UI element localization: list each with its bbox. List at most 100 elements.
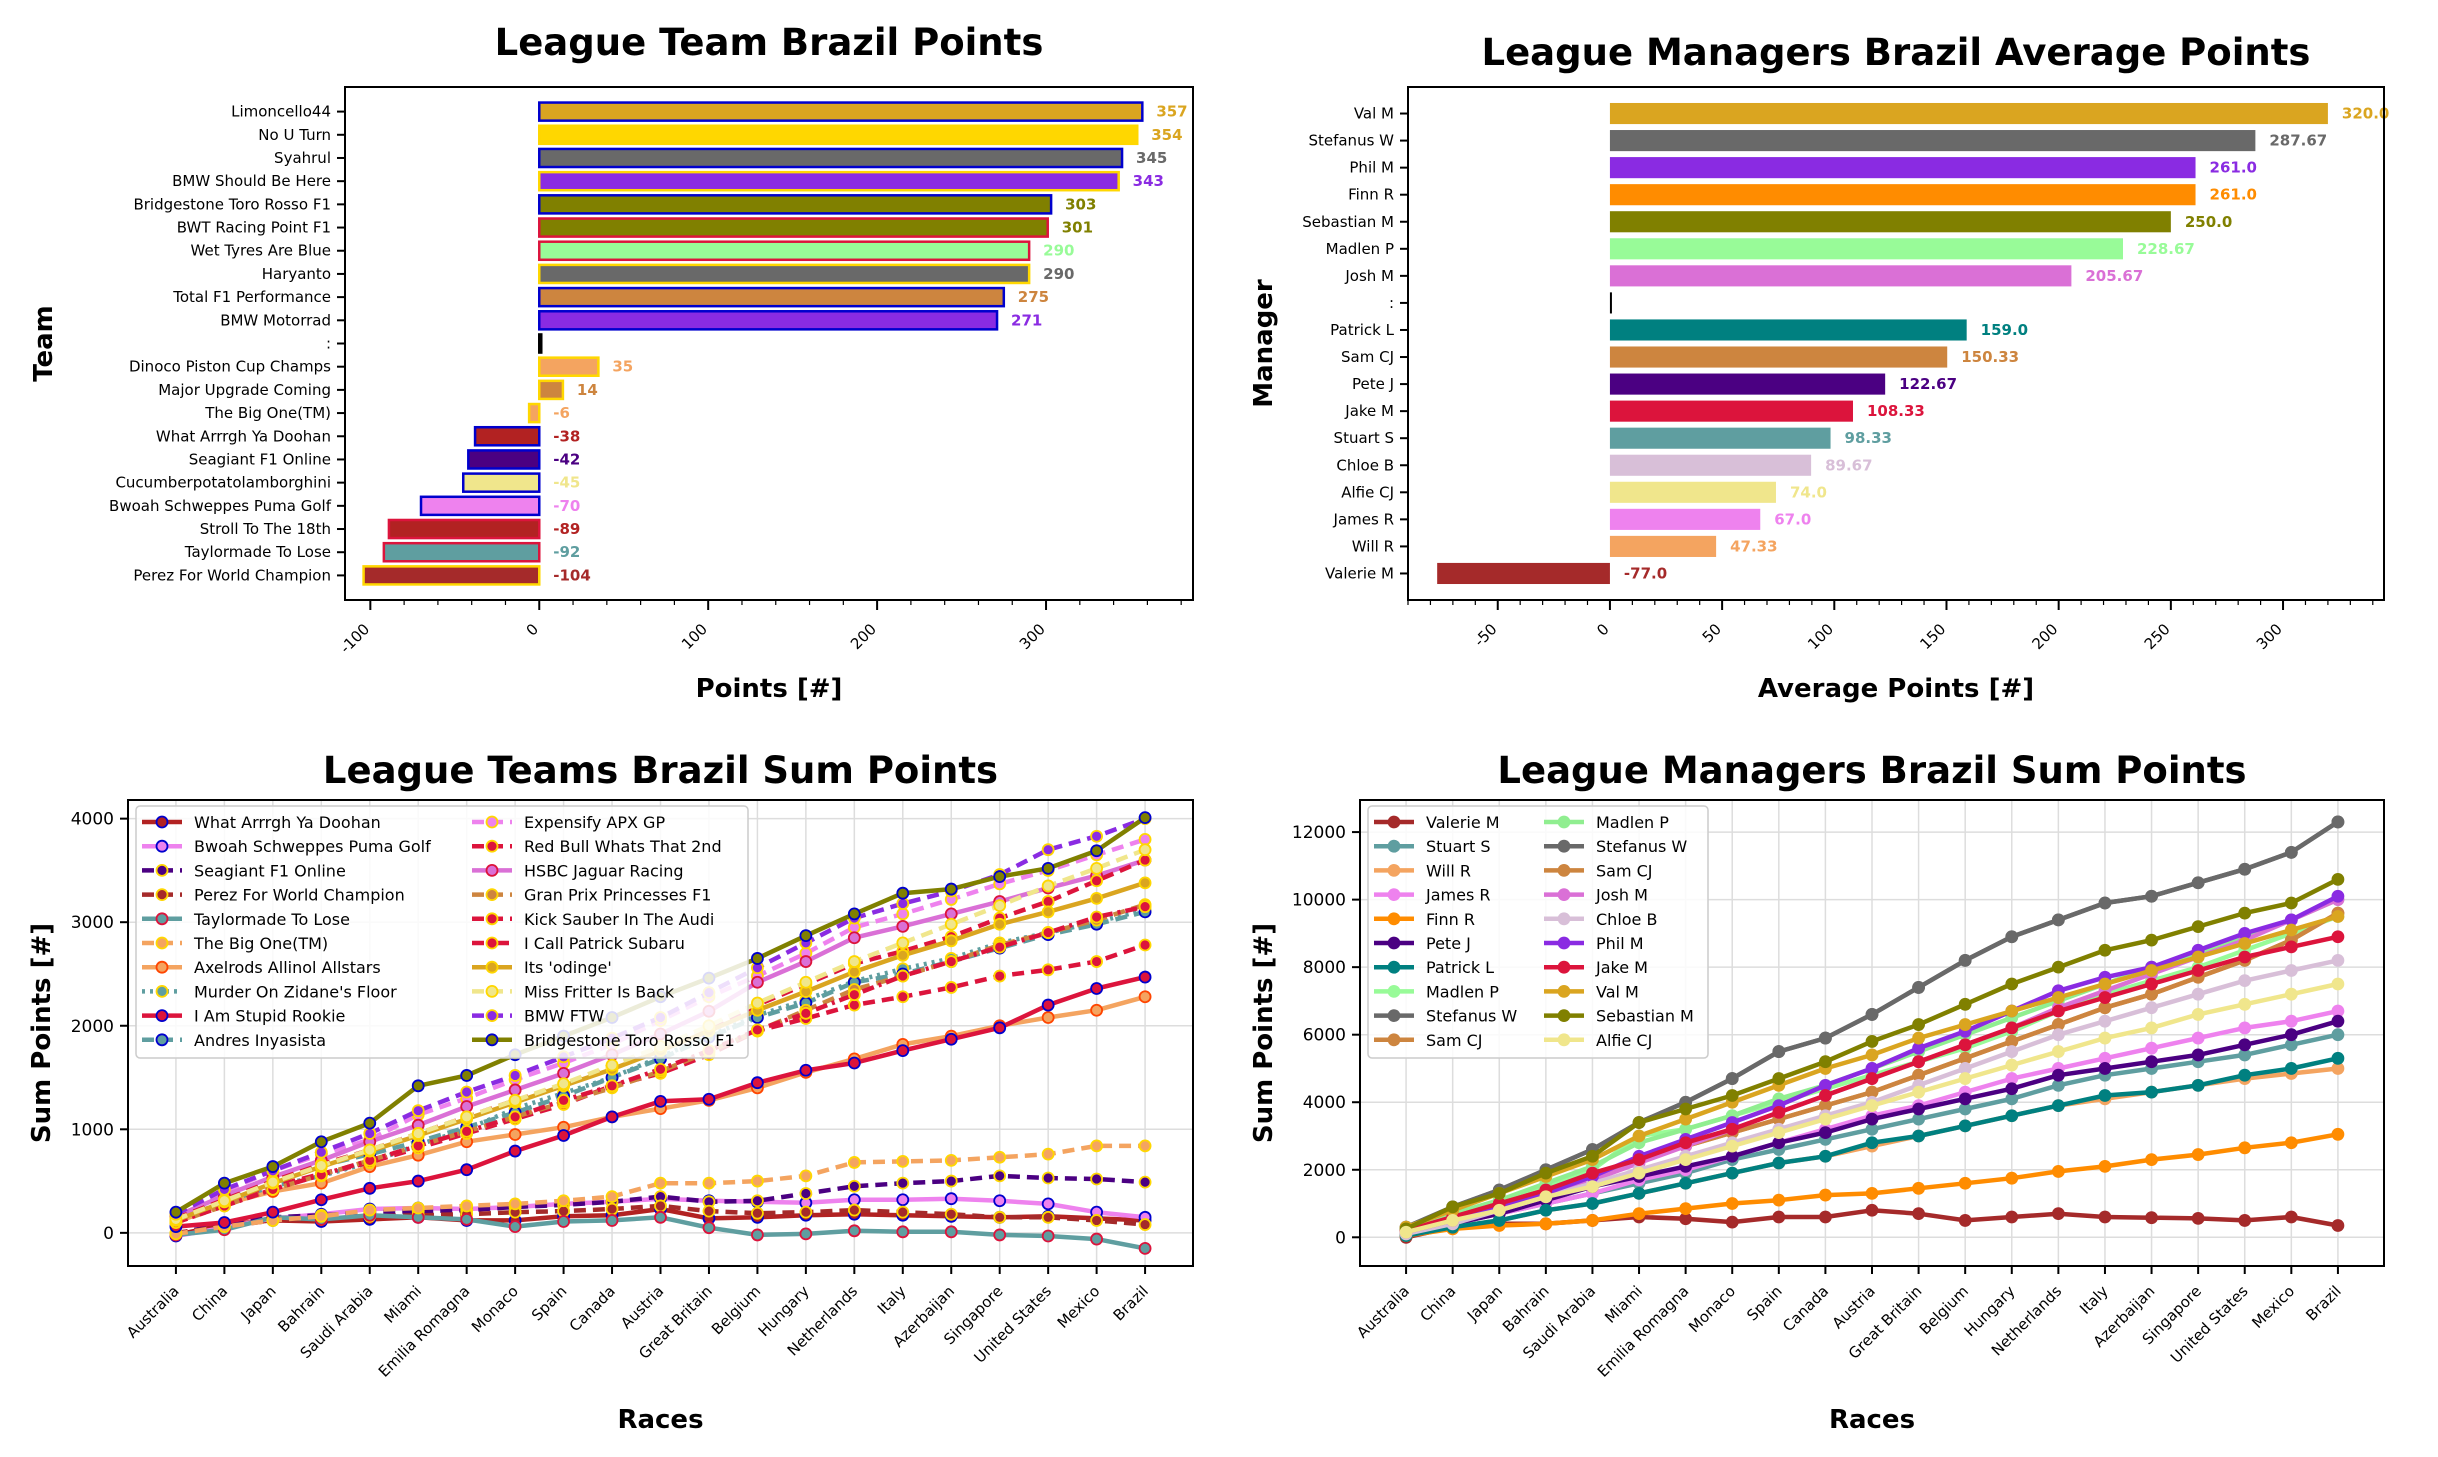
data-point: [799, 1063, 813, 1077]
category-label: Cucumberpotatolamborghini: [115, 474, 331, 492]
series-line: [175, 942, 1146, 1223]
legend-label: Patrick L: [1426, 958, 1494, 977]
legend-box: [1367, 805, 1709, 1059]
category-label: Alfie CJ: [1341, 483, 1394, 501]
data-point: [1041, 1229, 1055, 1243]
data-point: [751, 1206, 764, 1220]
bar: [538, 101, 1144, 122]
data-point: [1090, 1139, 1104, 1153]
legend-swatch-marker: [1557, 839, 1571, 853]
data-point: [1865, 1112, 1879, 1126]
data-point: [2005, 1004, 2019, 1018]
data-point: [1539, 1190, 1553, 1204]
category-label: :: [326, 335, 331, 353]
bar: [538, 310, 999, 331]
category-label: Total F1 Performance: [172, 288, 331, 306]
data-point: [1865, 1203, 1879, 1217]
data-point: [2051, 991, 2065, 1004]
bar: [1609, 184, 2196, 206]
bar: [538, 263, 1031, 285]
data-point: [1819, 1089, 1832, 1102]
x-tick-label: Monaco: [1685, 1282, 1739, 1336]
data-point: [2145, 1001, 2158, 1015]
data-point: [2238, 1141, 2252, 1155]
category-label: Major Upgrade Coming: [158, 381, 331, 399]
data-point: [605, 1058, 619, 1072]
legend-swatch-marker: [1387, 888, 1401, 901]
data-point: [1772, 1193, 1786, 1207]
data-point: [2145, 933, 2158, 947]
legend-label: Kick Sauber In The Audi: [524, 910, 714, 929]
bar: [538, 124, 1139, 146]
bar-value-label: 261.0: [2210, 159, 2257, 177]
legend-label: Sam CJ: [1596, 861, 1653, 880]
data-point: [1865, 1072, 1879, 1085]
data-point: [2284, 1028, 2298, 1042]
legend-swatch-marker: [1387, 960, 1401, 974]
data-point: [2098, 896, 2112, 910]
data-point: [1041, 998, 1055, 1012]
data-point: [2098, 1014, 2112, 1028]
legend-swatch-marker: [1387, 936, 1401, 950]
y-tick-label: 3000: [71, 913, 114, 933]
x-tick-label: Japan: [1463, 1282, 1506, 1325]
bar: [538, 286, 1006, 308]
category-label: Sam CJ: [1341, 348, 1394, 366]
category-label: Perez For World Champion: [133, 566, 331, 584]
chart-manager-sum-points: 0 2000 4000 6000 8000 10000 12000 Australia Chin…: [1249, 749, 2385, 1435]
data-point: [993, 917, 1007, 931]
bar: [1609, 400, 1853, 422]
data-point: [1958, 953, 1972, 967]
data-point: [847, 1156, 861, 1169]
legend-label: What Arrrgh Ya Doohan: [194, 813, 381, 832]
x-tick-label: China: [1416, 1282, 1459, 1325]
data-point: [1041, 895, 1055, 908]
data-point: [1138, 1241, 1152, 1255]
data-point: [1090, 844, 1104, 858]
legend-label: Pete J: [1426, 934, 1471, 953]
data-point: [1138, 811, 1152, 825]
data-point: [2284, 1014, 2298, 1028]
legend-swatch-marker: [155, 912, 169, 926]
data-point: [751, 1194, 764, 1208]
data-point: [1865, 1099, 1879, 1113]
data-point: [702, 1221, 716, 1235]
data-point: [1679, 1202, 1693, 1215]
data-point: [2191, 1048, 2205, 1062]
data-point: [411, 1139, 425, 1153]
data-point: [896, 1225, 910, 1239]
bar-value-label: -104: [553, 566, 591, 584]
legend-swatch-marker: [155, 985, 169, 998]
legend-label: Miss Fritter Is Back: [524, 982, 675, 1001]
x-axis-label: Races: [1829, 1405, 1915, 1435]
data-point: [702, 1176, 716, 1190]
legend-label: Bwoah Schweppes Puma Golf: [194, 837, 431, 856]
data-point: [2331, 910, 2345, 923]
bar-value-label: 354: [1151, 126, 1182, 144]
data-point: [2331, 815, 2345, 829]
data-point: [896, 886, 910, 900]
data-point: [411, 1201, 425, 1215]
x-tick-label: Mexico: [1054, 1282, 1104, 1332]
legend-swatch-marker: [155, 839, 169, 853]
data-point: [1041, 1147, 1055, 1161]
category-label: Syahrul: [274, 149, 331, 167]
bar: [1609, 454, 1812, 476]
data-point: [993, 899, 1007, 913]
y-tick-label: 1000: [71, 1120, 114, 1140]
data-point: [1492, 1186, 1506, 1200]
data-point: [1586, 1166, 1599, 1180]
legend-label: Murder On Zidane's Floor: [194, 982, 397, 1001]
data-point: [896, 990, 910, 1004]
data-point: [1912, 1102, 1925, 1116]
x-tick-label: 300: [1016, 620, 1049, 653]
legend-swatch-marker: [1557, 912, 1571, 926]
bar: [461, 472, 541, 493]
data-point: [993, 940, 1007, 954]
legend-swatch-marker: [155, 1033, 169, 1047]
bar: [467, 449, 541, 470]
bar-value-label: 261.0: [2210, 186, 2257, 204]
x-axis-label: Average Points [#]: [1758, 674, 2034, 704]
data-point: [2005, 1109, 2019, 1123]
